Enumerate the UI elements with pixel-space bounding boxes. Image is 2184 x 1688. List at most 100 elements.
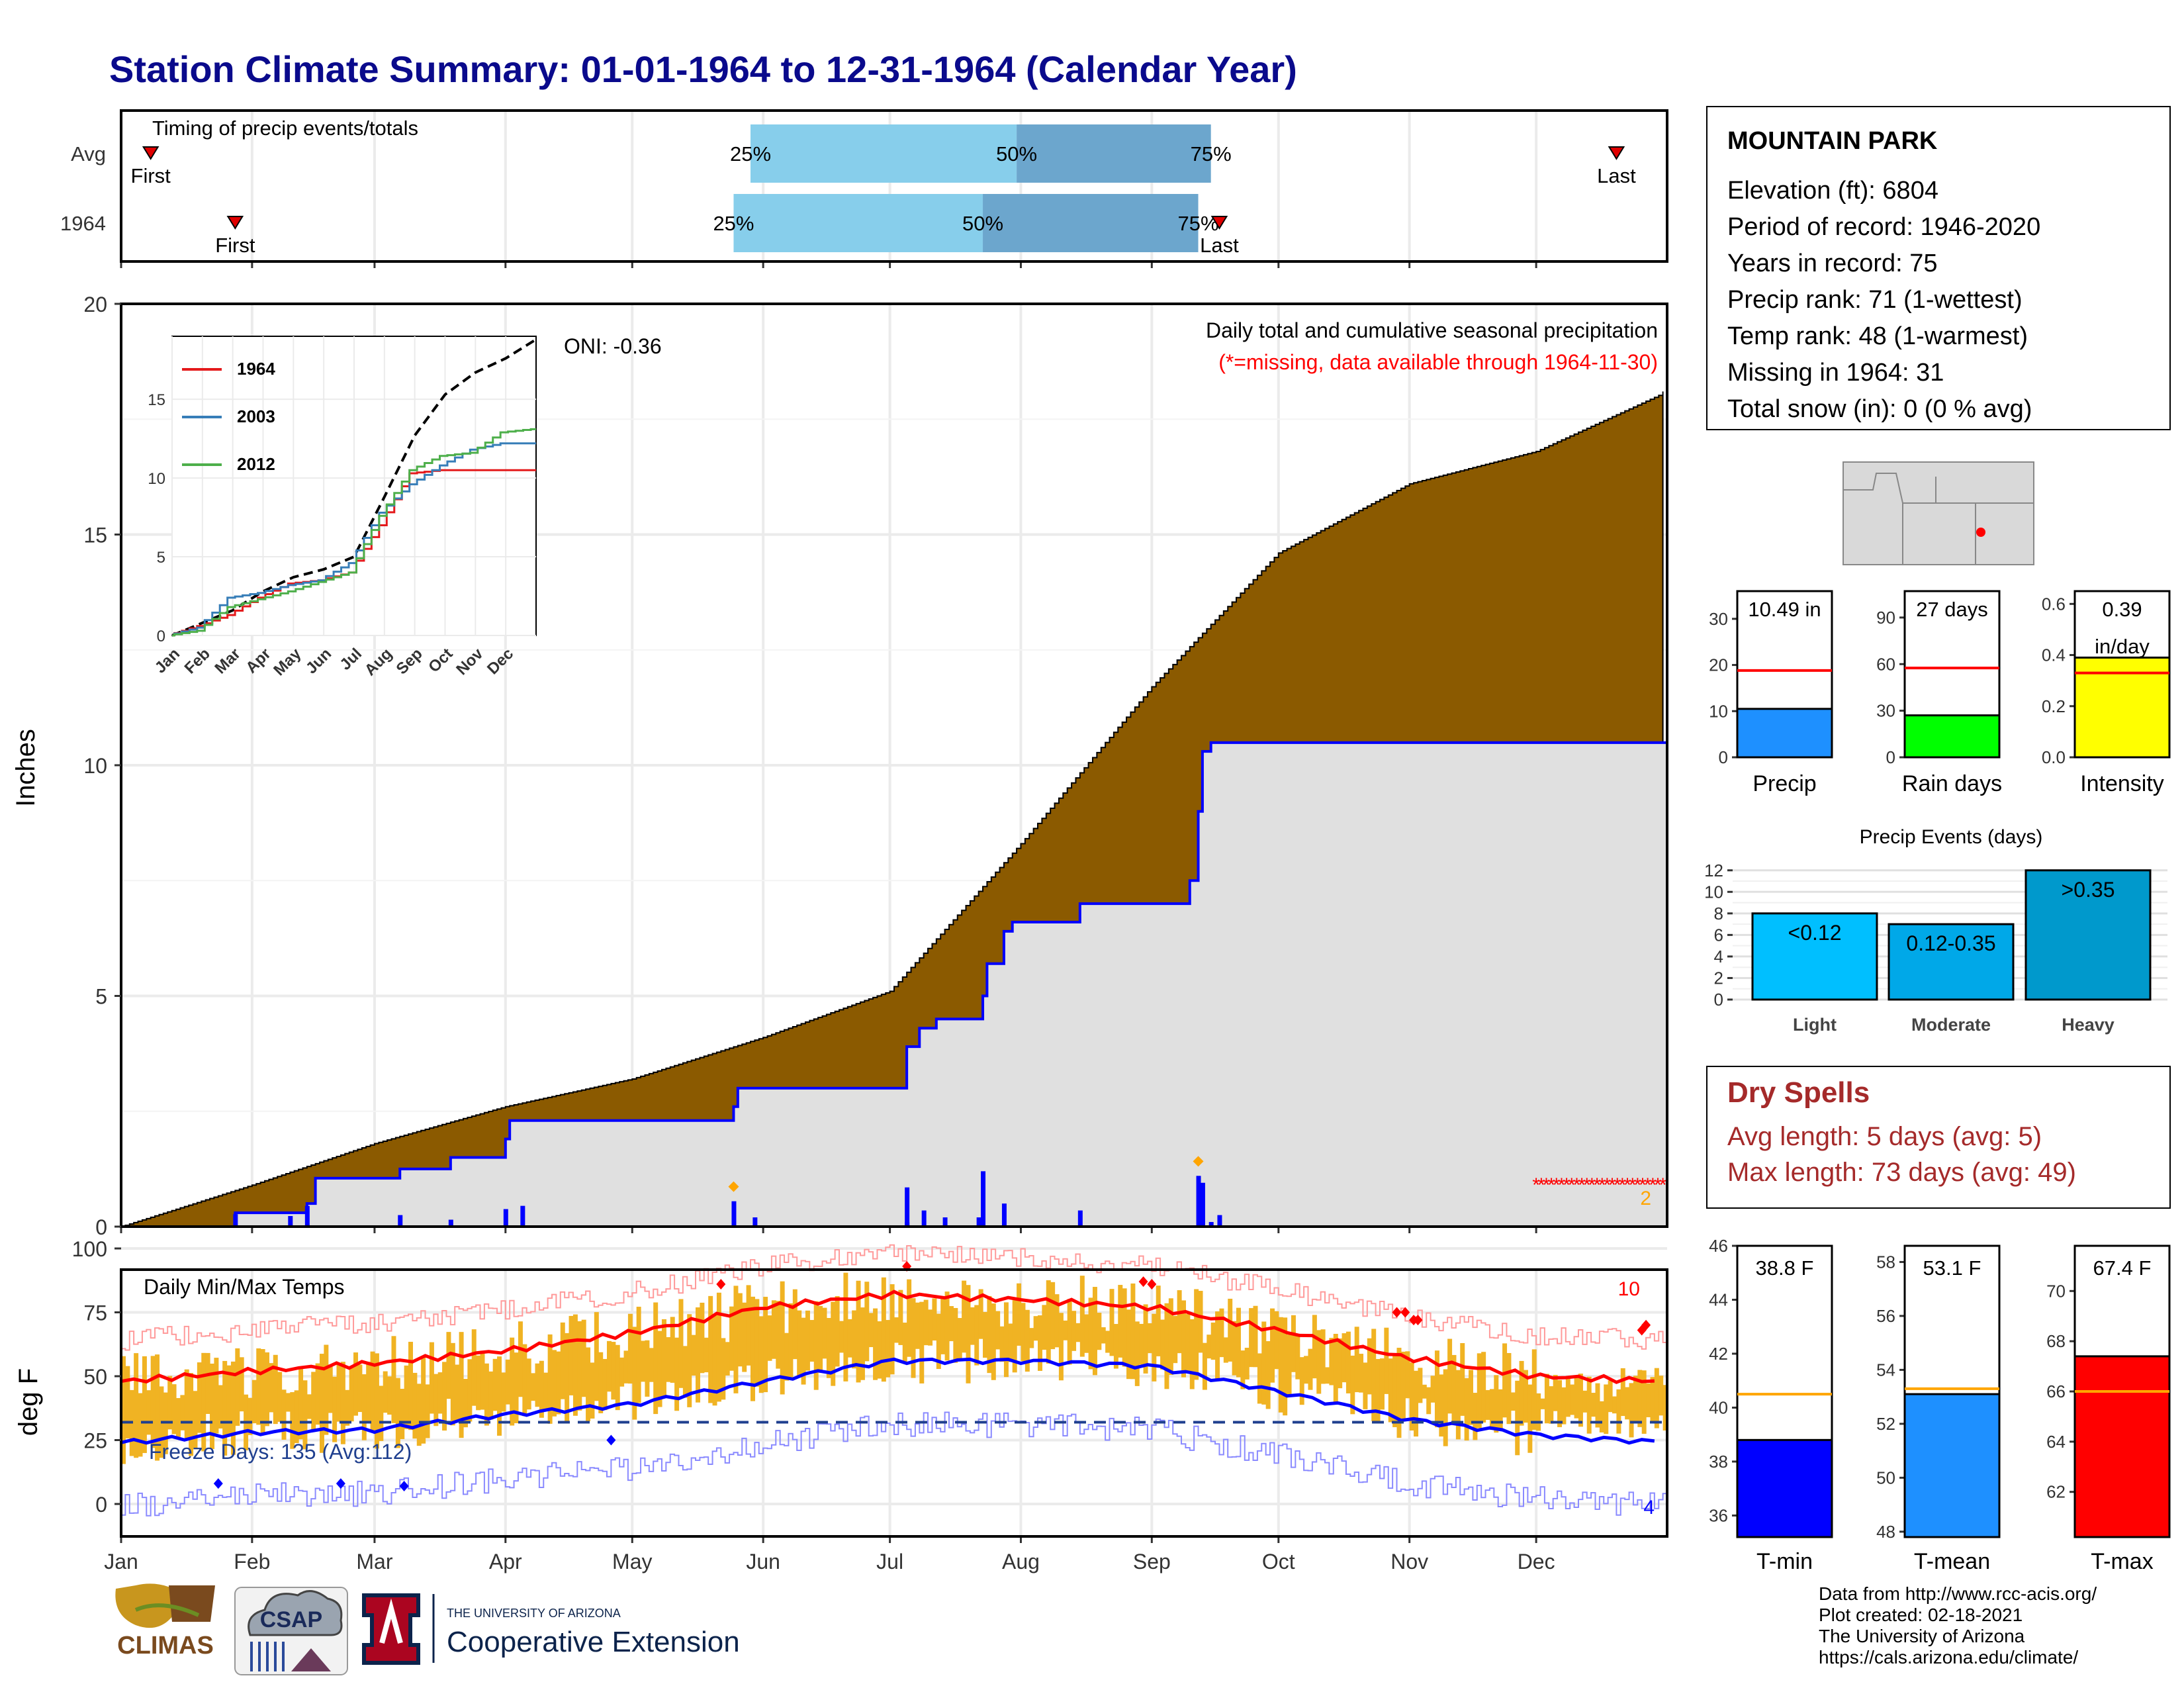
precip-y-tick-label: 0 bbox=[95, 1215, 107, 1239]
timing-year-p25-label: 25% bbox=[713, 212, 754, 235]
temp-daily-range-bar bbox=[171, 1384, 177, 1434]
precip-daily-bar bbox=[1217, 1215, 1222, 1227]
temp-daily-range-bar bbox=[518, 1321, 523, 1397]
temp-daily-range-bar bbox=[1659, 1376, 1664, 1416]
temp-daily-range-bar bbox=[121, 1356, 126, 1464]
temp-daily-range-bar bbox=[1434, 1350, 1439, 1428]
temp-daily-range-bar bbox=[501, 1372, 506, 1412]
temp-daily-range-bar bbox=[1620, 1368, 1625, 1417]
ua-block-a bbox=[362, 1593, 420, 1665]
tempbar-y-tick-label: 42 bbox=[1709, 1344, 1728, 1364]
temp-daily-range-bar bbox=[1173, 1315, 1178, 1364]
credits: Data from http://www.rcc-acis.org/ Plot … bbox=[1819, 1583, 2097, 1668]
temp-daily-range-bar bbox=[319, 1354, 324, 1453]
temp-daily-range-bar bbox=[1650, 1377, 1655, 1423]
temp-daily-range-bar bbox=[1308, 1348, 1313, 1390]
month-label-feb: Feb bbox=[234, 1550, 270, 1573]
timing-avg-p50-label: 50% bbox=[996, 142, 1037, 165]
temp-daily-range-bar bbox=[797, 1310, 802, 1377]
temp-daily-range-bar bbox=[1350, 1355, 1355, 1415]
temp-daily-range-bar bbox=[1024, 1309, 1030, 1372]
temp-daily-range-bar bbox=[416, 1383, 422, 1446]
temp-daily-range-bar bbox=[210, 1363, 215, 1449]
precip-daily-bar bbox=[1200, 1182, 1205, 1227]
missing-day-asterisk: * bbox=[1649, 1174, 1657, 1196]
temp-daily-range-bar bbox=[1498, 1389, 1503, 1431]
temp-daily-range-bar bbox=[471, 1329, 477, 1406]
temp-daily-range-bar bbox=[175, 1397, 181, 1437]
temp-record-high-marker bbox=[1392, 1307, 1402, 1318]
missing-day-asterisk: * bbox=[1623, 1174, 1631, 1196]
month-label-jan: Jan bbox=[104, 1550, 138, 1573]
temp-daily-range-bar bbox=[1042, 1305, 1047, 1350]
precip-daily-bar bbox=[905, 1187, 910, 1227]
temp-daily-range-bar bbox=[476, 1355, 481, 1411]
temp-daily-range-bar bbox=[953, 1307, 958, 1363]
temp-daily-range-bar bbox=[1316, 1330, 1322, 1394]
temp-daily-range-bar bbox=[1122, 1288, 1127, 1367]
temp-daily-range-bar bbox=[902, 1323, 907, 1364]
temp-daily-range-bar bbox=[721, 1338, 726, 1400]
station-location-marker bbox=[1976, 528, 1985, 537]
ua-letter-a bbox=[379, 1598, 403, 1644]
temp-daily-range-bar bbox=[1101, 1327, 1106, 1344]
temp-daily-range-bar bbox=[763, 1297, 768, 1393]
temp-daily-range-bar bbox=[142, 1356, 147, 1454]
temp-daily-range-bar bbox=[1050, 1282, 1056, 1350]
station-elevation: Elevation (ft): 6804 bbox=[1727, 177, 1938, 205]
inset-y-tick-label: 15 bbox=[148, 391, 165, 409]
temp-daily-range-bar bbox=[1320, 1329, 1326, 1384]
temp-daily-range-bar bbox=[907, 1279, 912, 1357]
temp-daily-range-bar bbox=[531, 1373, 536, 1401]
month-label-oct: Oct bbox=[1262, 1550, 1295, 1573]
temp-daily-range-bar bbox=[835, 1296, 840, 1367]
temp-daily-range-bar bbox=[1012, 1300, 1017, 1373]
timing-year-first-marker bbox=[226, 216, 244, 230]
temp-daily-range-bar bbox=[919, 1301, 925, 1383]
temp-daily-range-bar bbox=[1455, 1370, 1461, 1440]
missing-day-asterisk: * bbox=[1573, 1174, 1581, 1196]
precip-daily-bar bbox=[304, 1205, 310, 1227]
temp-daily-range-bar bbox=[256, 1348, 261, 1425]
month-label-aug: Aug bbox=[1002, 1550, 1040, 1573]
dry-spells-avg: Avg length: 5 days (avg: 5) bbox=[1727, 1122, 2042, 1151]
temp-daily-range-bar bbox=[1540, 1398, 1545, 1409]
missing-day-asterisk: * bbox=[1553, 1174, 1561, 1196]
missing-day-asterisk: * bbox=[1639, 1174, 1647, 1196]
temp-daily-range-bar bbox=[1637, 1370, 1643, 1427]
temp-daily-range-bar bbox=[1168, 1298, 1173, 1375]
precip-daily-bar bbox=[981, 1171, 986, 1227]
temp-daily-range-bar bbox=[467, 1359, 473, 1422]
minibar-value-label: 27 days bbox=[1916, 598, 1988, 621]
temp-daily-range-bar bbox=[708, 1295, 713, 1403]
precip-daily-bar bbox=[1077, 1210, 1083, 1227]
temp-daily-range-bar bbox=[1177, 1290, 1182, 1354]
precip-daily-bar bbox=[233, 1214, 238, 1227]
temp-daily-range-bar bbox=[197, 1362, 202, 1433]
temp-daily-range-bar bbox=[944, 1291, 950, 1361]
temp-daily-range-bar bbox=[936, 1313, 941, 1370]
temp-daily-range-bar bbox=[1084, 1314, 1089, 1353]
minibar-y-tick-label: 0 bbox=[1719, 747, 1728, 767]
temp-daily-range-bar bbox=[1152, 1313, 1157, 1382]
timing-avg-last-label: Last bbox=[1597, 164, 1636, 187]
missing-day-asterisk: * bbox=[1568, 1174, 1576, 1196]
temp-daily-range-bar bbox=[1625, 1387, 1630, 1420]
temp-daily-range-bar bbox=[505, 1359, 510, 1405]
inset-average-line bbox=[171, 338, 537, 637]
temp-daily-range-bar bbox=[1261, 1321, 1267, 1405]
missing-day-asterisk: * bbox=[1614, 1174, 1621, 1196]
temp-daily-range-bar bbox=[328, 1364, 333, 1413]
timing-year-p75-label: 75% bbox=[1178, 212, 1219, 235]
temp-daily-range-bar bbox=[273, 1354, 278, 1425]
temp-daily-range-bar bbox=[886, 1320, 891, 1378]
temp-daily-range-bar bbox=[184, 1369, 189, 1440]
map-frame bbox=[1843, 461, 2034, 565]
minibar-axis-label: Precip bbox=[1752, 771, 1816, 796]
temp-daily-range-bar bbox=[1054, 1294, 1060, 1348]
credit-data-source: Data from http://www.rcc-acis.org/ bbox=[1819, 1583, 2097, 1604]
temp-daily-range-bar bbox=[193, 1391, 198, 1450]
temp-record-low-marker bbox=[399, 1480, 409, 1491]
temp-daily-range-bar bbox=[1345, 1331, 1351, 1393]
ua-small-text: THE UNIVERSITY OF ARIZONA bbox=[447, 1607, 621, 1620]
